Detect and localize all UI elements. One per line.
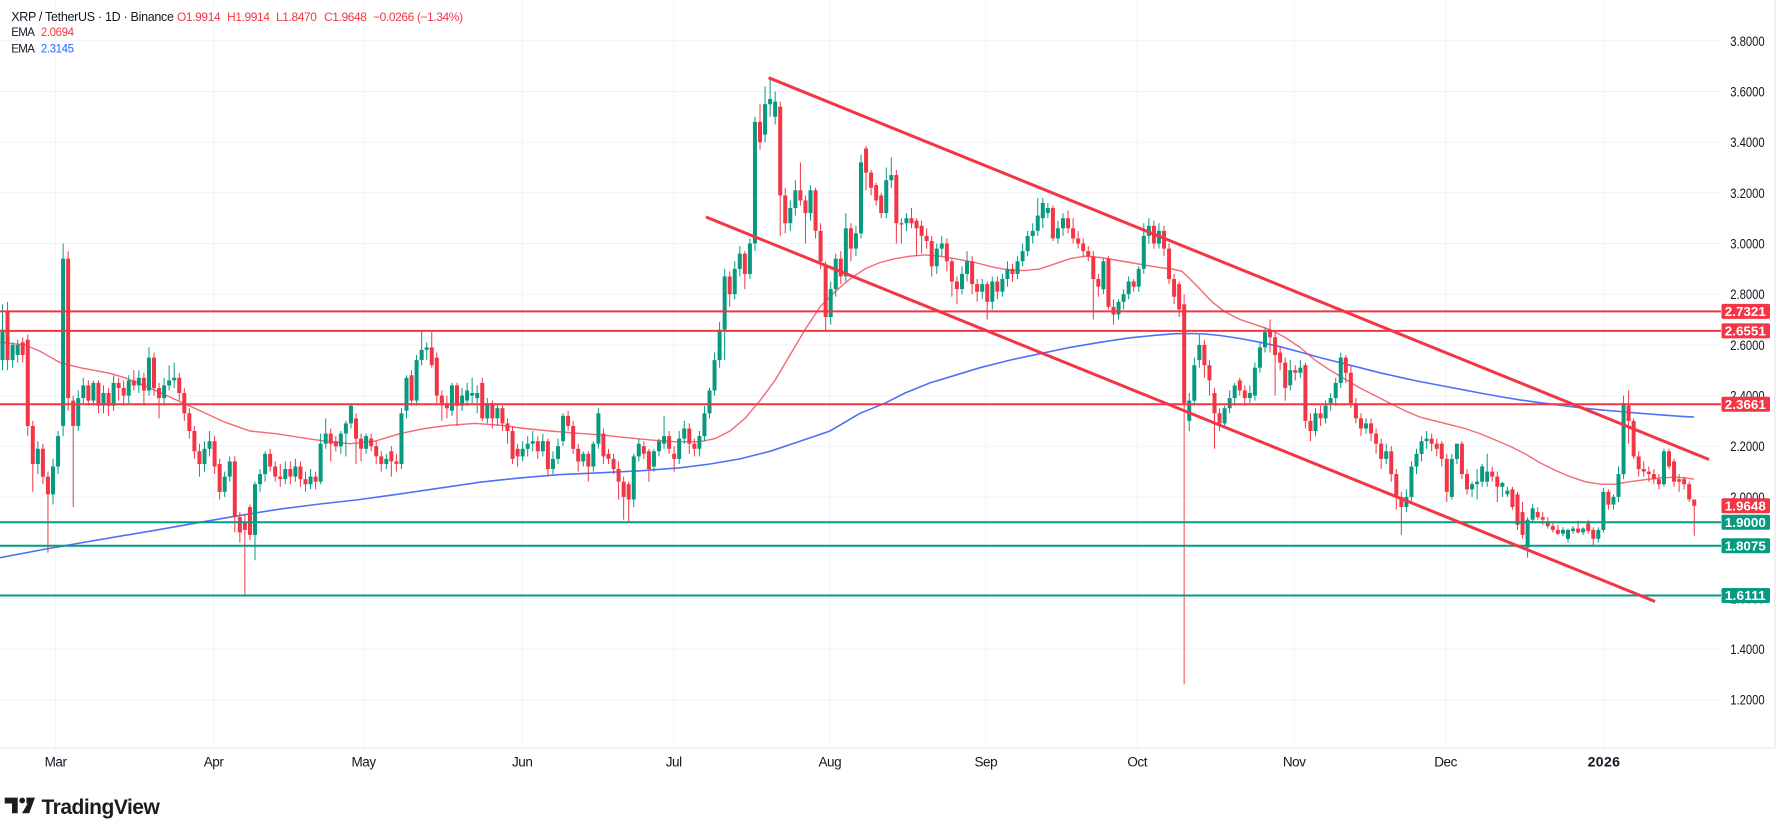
svg-text:−0.0266 (−1.34%): −0.0266 (−1.34%): [373, 10, 463, 24]
svg-text:2.6000: 2.6000: [1730, 337, 1765, 353]
svg-text:2.3661: 2.3661: [1725, 397, 1766, 412]
svg-text:EMA: EMA: [11, 44, 35, 56]
svg-text:2.8000: 2.8000: [1730, 286, 1765, 302]
svg-text:Oct: Oct: [1127, 755, 1147, 770]
svg-text:C1.9648: C1.9648: [324, 10, 367, 24]
svg-text:2.2000: 2.2000: [1730, 438, 1765, 454]
svg-text:L1.8470: L1.8470: [276, 10, 317, 24]
svg-text:Mar: Mar: [45, 755, 68, 770]
svg-text:2.0694: 2.0694: [41, 27, 75, 39]
svg-text:Aug: Aug: [818, 755, 841, 770]
svg-text:2.7321: 2.7321: [1725, 304, 1766, 319]
svg-text:TradingView: TradingView: [42, 796, 161, 819]
svg-text:3.4000: 3.4000: [1730, 134, 1765, 150]
svg-text:H1.9914: H1.9914: [227, 10, 270, 24]
svg-text:2.6551: 2.6551: [1725, 324, 1766, 339]
svg-text:Dec: Dec: [1434, 755, 1457, 770]
svg-text:Nov: Nov: [1283, 755, 1306, 770]
svg-text:2.3145: 2.3145: [41, 44, 74, 56]
svg-text:Sep: Sep: [974, 755, 997, 770]
svg-text:May: May: [352, 755, 377, 770]
svg-text:Apr: Apr: [204, 755, 225, 770]
svg-text:1.9648: 1.9648: [1725, 499, 1766, 514]
svg-text:EMA: EMA: [11, 27, 35, 39]
svg-text:1.4000: 1.4000: [1730, 641, 1765, 657]
svg-text:XRP / TetherUS · 1D · Binance: XRP / TetherUS · 1D · Binance: [11, 10, 174, 24]
svg-text:3.8000: 3.8000: [1730, 33, 1765, 49]
svg-text:1.2000: 1.2000: [1730, 692, 1765, 708]
svg-text:O1.9914: O1.9914: [177, 10, 221, 24]
svg-text:1.8075: 1.8075: [1725, 538, 1766, 553]
svg-text:3.2000: 3.2000: [1730, 185, 1765, 201]
svg-text:2026: 2026: [1588, 754, 1621, 770]
svg-text:Jul: Jul: [666, 755, 682, 770]
svg-text:1.9000: 1.9000: [1725, 515, 1766, 530]
svg-text:Jun: Jun: [512, 755, 532, 770]
svg-text:3.6000: 3.6000: [1730, 84, 1765, 100]
svg-text:1.6111: 1.6111: [1725, 588, 1766, 603]
svg-text:3.0000: 3.0000: [1730, 236, 1765, 252]
